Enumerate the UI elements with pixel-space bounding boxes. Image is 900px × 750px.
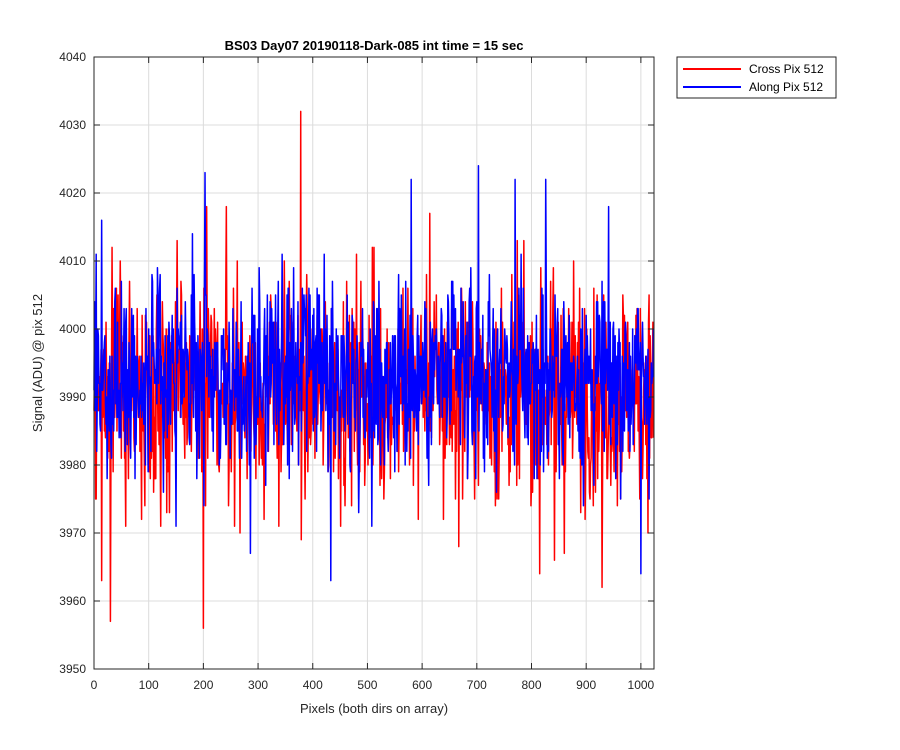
x-tick-label: 800 [521,678,541,692]
x-axis-label: Pixels (both dirs on array) [300,701,448,716]
y-tick-label: 4040 [59,50,86,64]
y-tick-label: 3980 [59,458,86,472]
y-tick-label: 4000 [59,322,86,336]
x-tick-label: 0 [91,678,98,692]
y-tick-label: 3950 [59,662,86,676]
y-tick-label: 4030 [59,118,86,132]
axis-ticks [93,56,654,670]
y-tick-label: 4020 [59,186,86,200]
y-tick-label: 3960 [59,594,86,608]
legend-box [676,56,837,99]
plot-frame [93,56,655,670]
chart-title: BS03 Day07 20190118-Dark-085 int time = … [225,38,524,53]
legend-label-cross: Cross Pix 512 [749,62,824,76]
y-tick-label: 4010 [59,254,86,268]
series-line-along-pix-512 [93,165,655,582]
y-tick-label: 3970 [59,526,86,540]
x-tick-label: 900 [576,678,596,692]
x-tick-label: 100 [139,678,159,692]
x-tick-label: 200 [193,678,213,692]
y-tick-label: 3990 [59,390,86,404]
x-tick-labels: 0 100 200 300 400 500 600 700 800 900 1000 [91,678,655,692]
y-axis-label: Signal (ADU) @ pix 512 [30,294,45,432]
legend-label-along: Along Pix 512 [749,80,823,94]
x-tick-label: 300 [248,678,268,692]
y-tick-labels: 3950 3960 3970 3980 3990 4000 4010 4020 4030 4040 [59,50,86,676]
x-tick-label: 400 [303,678,323,692]
x-tick-label: 700 [467,678,487,692]
series-layer [93,110,655,629]
x-tick-label: 500 [357,678,377,692]
x-tick-label: 600 [412,678,432,692]
legend: Cross Pix 512 Along Pix 512 [676,56,837,99]
x-tick-label: 1000 [628,678,655,692]
